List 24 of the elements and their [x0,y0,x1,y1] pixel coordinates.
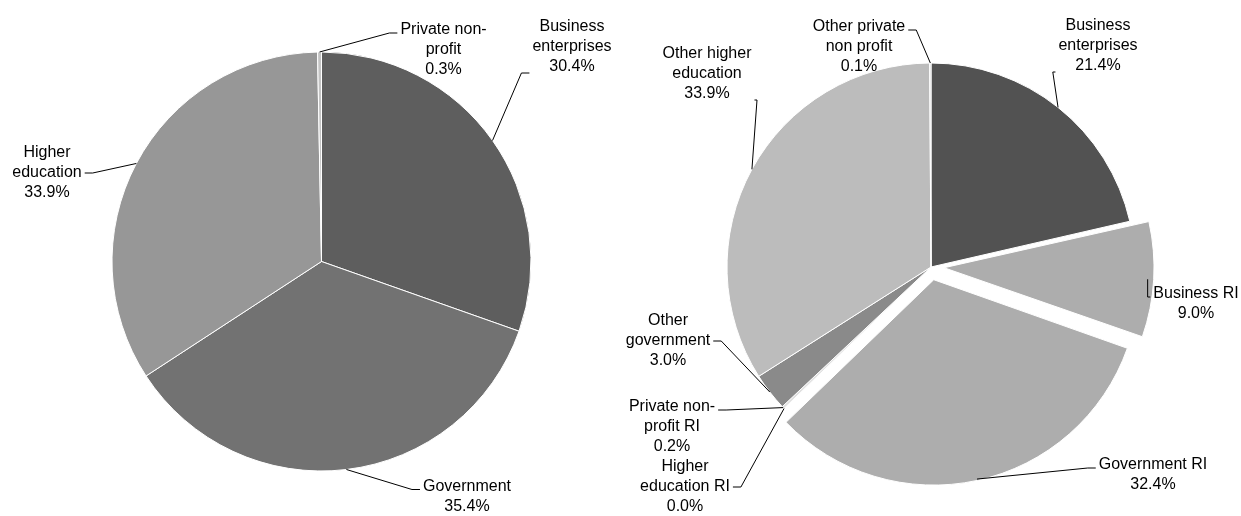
data-label: 0.3% [425,60,462,78]
slice-label: Private non-profit RI [628,397,716,435]
slice-label: Business RI [1153,284,1239,302]
data-label: 30.4% [549,57,595,75]
slice-label: Government RI [1098,455,1208,473]
slice-label: Private non-profit [400,20,487,58]
slice-label: Business enterprises [532,17,612,55]
category-label: Higher education RI [640,457,730,495]
data-label: 21.4% [1075,56,1121,74]
text: 0.0% [666,497,704,515]
data-label: 33.9% [684,84,730,102]
data-label: 3.0% [649,351,687,369]
slice-label: Business enterprises [1058,16,1138,54]
data-label: 32.4% [1130,475,1176,493]
slice-label: Government [422,476,512,494]
data-label: 35.4% [444,496,490,514]
slice-label: Other government [625,311,711,349]
data-label: 9.0% [1177,304,1215,322]
data-label: 0.1% [840,57,878,75]
slice-label: Higher education [12,143,82,181]
slice-label: Other private non profit [812,17,906,55]
data-label: 33.9% [24,183,70,201]
slice-label: Other higher education [662,44,753,82]
data-label: 0.2% [653,437,691,455]
